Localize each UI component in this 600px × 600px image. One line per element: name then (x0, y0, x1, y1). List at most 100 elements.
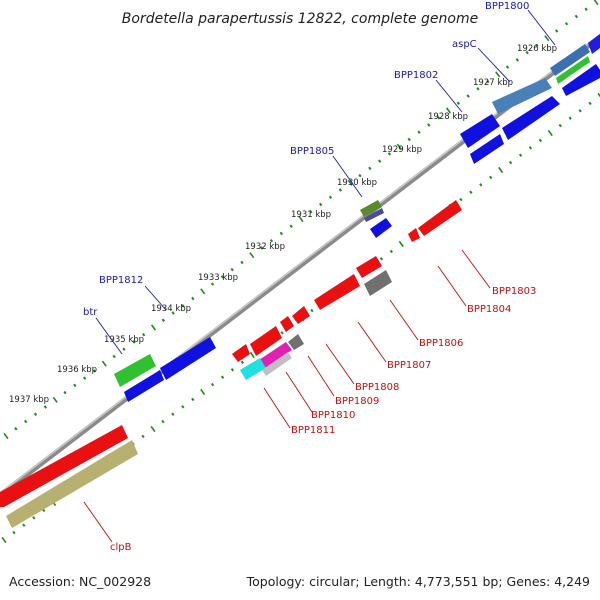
gene-arrow[interactable] (364, 208, 384, 222)
gene-label[interactable]: BPP1812 (99, 275, 143, 286)
gene-arrow[interactable] (124, 370, 164, 402)
kbp-tick (518, 153, 523, 157)
kbp-tick (469, 190, 473, 194)
kbp-tick (220, 375, 225, 379)
gene-arrow[interactable] (408, 228, 420, 242)
gene-arrow[interactable] (6, 440, 138, 528)
kbp-tick (427, 123, 431, 127)
gene-label[interactable]: BPP1803 (492, 286, 536, 297)
kbp-tick (122, 347, 126, 351)
gene-label[interactable]: BPP1809 (335, 396, 379, 407)
gene-label[interactable]: btr (83, 307, 98, 318)
kbp-tick (505, 65, 510, 69)
gene-label[interactable]: BPP1808 (355, 382, 399, 393)
kbp-tick-row-outer (3, 0, 599, 440)
kbp-tick (328, 195, 333, 199)
gene-label[interactable]: BPP1811 (291, 425, 335, 436)
gene-label[interactable]: aspC (452, 39, 477, 50)
gene-label[interactable]: BPP1802 (394, 70, 438, 81)
kbp-tick (347, 179, 353, 186)
kbp-tick (181, 405, 185, 409)
gene-arrow[interactable] (370, 218, 392, 238)
gene-arrow[interactable] (470, 134, 504, 164)
gene-arrow[interactable] (250, 326, 282, 356)
kbp-tick (377, 159, 382, 163)
gene-label[interactable]: BPP1807 (387, 360, 431, 371)
gene-label[interactable]: clpB (110, 542, 132, 553)
gene-arrow[interactable] (256, 342, 292, 370)
kbp-tick (132, 340, 136, 344)
forward-strand-genes (114, 34, 600, 402)
gene-arrow[interactable] (502, 96, 560, 140)
kbp-tick (318, 202, 323, 207)
kbp-tick (161, 318, 166, 322)
gene-arrow[interactable] (288, 334, 304, 350)
kbp-tick (150, 324, 157, 331)
gene-arrow[interactable] (364, 270, 392, 296)
gene-label[interactable]: BPP1804 (467, 304, 511, 315)
gene-arrow[interactable] (240, 358, 266, 380)
gene-label[interactable]: BPP1806 (419, 338, 463, 349)
gene-arrow[interactable] (292, 306, 310, 324)
kbp-tick (588, 101, 592, 106)
kbp-tick (32, 516, 36, 520)
kbp-tick (280, 331, 284, 335)
kbp-tick (92, 369, 97, 373)
kbp-tick (498, 166, 504, 174)
gene-arrow[interactable] (418, 200, 462, 236)
kbp-tick (12, 530, 16, 535)
kbp-tick (486, 79, 490, 84)
kbp-tick (269, 239, 274, 243)
kbp-tick (171, 412, 175, 416)
kbp-label: 1931 kbp (291, 210, 331, 220)
kbp-tick (574, 14, 579, 19)
kbp-label: 1929 kbp (382, 145, 422, 155)
gene-arrow[interactable] (356, 256, 382, 278)
genome-stats-text: Topology: circular; Length: 4,773,551 bp… (246, 574, 590, 589)
gene-arrow[interactable] (562, 64, 600, 96)
label-leaders (83, 9, 556, 543)
kbp-label: 1926 kbp (517, 44, 557, 54)
kbp-tick (387, 152, 392, 156)
gene-arrow[interactable] (114, 354, 156, 387)
kbp-tick (191, 296, 195, 301)
kbp-label: 1927 kbp (473, 78, 513, 88)
kbp-tick (191, 397, 195, 402)
gene-arrow[interactable] (550, 44, 590, 76)
kbp-tick (23, 419, 28, 424)
kbp-tick (249, 351, 255, 359)
gene-arrow[interactable] (460, 114, 500, 148)
gene-arrow[interactable] (588, 34, 600, 54)
kbp-tick (220, 275, 225, 279)
kbp-tick (358, 173, 362, 178)
kbp-tick (52, 396, 58, 403)
kbp-tick (479, 183, 483, 187)
kbp-tick (396, 143, 402, 150)
gene-label[interactable]: BPP1805 (290, 146, 334, 157)
gene-arrow[interactable] (232, 344, 250, 362)
gene-arrow[interactable] (314, 274, 360, 310)
gene-label[interactable]: BPP1810 (311, 410, 355, 421)
gene-arrow[interactable] (262, 352, 292, 376)
gene-arrow[interactable] (492, 78, 552, 114)
gene-arrow[interactable] (280, 316, 294, 332)
kbp-tick (82, 376, 87, 380)
kbp-tick (210, 282, 215, 286)
kbp-tick (593, 0, 599, 6)
kbp-tick (210, 382, 215, 387)
kbp-label: 1936 kbp (57, 365, 97, 375)
kbp-tick (181, 304, 185, 308)
kbp-tick (33, 412, 38, 416)
gene-arrow[interactable] (556, 56, 590, 84)
kbp-tick (489, 175, 493, 180)
gene-arrow[interactable] (360, 200, 382, 217)
gene-label-group-reverse: BPP1803 BPP1804 BPP1806 BPP1807 BPP1808 … (110, 286, 536, 553)
kbp-tick (200, 288, 206, 295)
gene-arrow[interactable] (0, 425, 128, 507)
gene-arrow[interactable] (160, 337, 216, 380)
kbp-tick (1, 536, 7, 544)
kbp-tick (240, 260, 244, 265)
kbp-tick (200, 388, 206, 396)
gene-label[interactable]: BPP1800 (485, 1, 529, 12)
map-title: Bordetella parapertussis 12822, complete… (122, 11, 478, 27)
